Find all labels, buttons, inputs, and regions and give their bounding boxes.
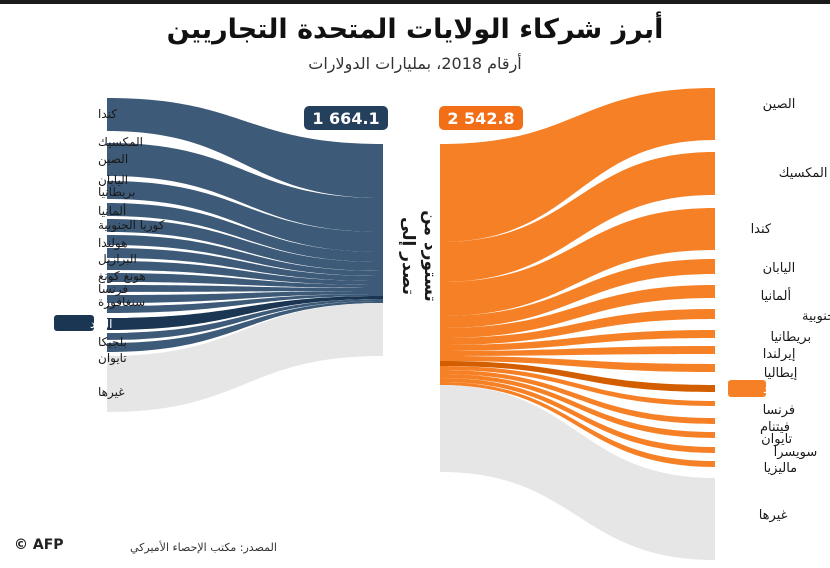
import-total-badge: 2 542.8	[439, 106, 523, 130]
import-partner-label: الصين	[763, 97, 796, 112]
import-partner-label: كندا	[751, 222, 772, 237]
import-band	[440, 382, 715, 467]
import-total: 2 542.8	[447, 109, 514, 128]
import-label-highlight: الهند	[728, 380, 785, 397]
export-partner-label: سنغافورة	[98, 295, 145, 310]
export-partner-label: الصين	[98, 152, 128, 167]
export-partner-label: كوريا الجنوبية	[98, 218, 165, 233]
export-partner-label: المكسيك	[98, 135, 143, 149]
export-partner-label: اليابان	[98, 173, 128, 187]
import-partner-label: إيرلندا	[763, 347, 796, 362]
export-band	[107, 273, 383, 288]
import-band	[440, 88, 715, 242]
export-band	[107, 261, 383, 285]
import-band	[440, 259, 715, 328]
import-partner-label: اليابان	[763, 261, 796, 276]
import-partner-label: إيطاليا	[764, 366, 798, 381]
exports-label: تصدر إلى	[398, 217, 418, 295]
import-partner-label: بريطانيا	[771, 330, 812, 345]
export-partner-label: غيرها	[98, 385, 125, 400]
export-band	[107, 291, 383, 303]
import-partner-label: ماليزيا	[764, 461, 798, 476]
export-partner-label: ألمانيا	[98, 203, 126, 218]
export-total-badge: 1 664.1	[304, 106, 388, 130]
import-band	[440, 385, 715, 560]
top-rule	[0, 0, 830, 4]
import-band	[440, 374, 715, 438]
export-band	[107, 285, 383, 292]
import-band	[440, 285, 715, 338]
export-partner-label: بريطانيا	[98, 185, 135, 200]
import-band	[440, 356, 715, 372]
import-band	[440, 378, 715, 453]
import-partner-label: فرنسا	[763, 403, 796, 418]
import-labels: الصين المكسيك كندا اليابان ألمانيا كوريا الجن…	[728, 97, 830, 523]
import-partner-label: الهند	[763, 382, 785, 396]
import-band	[440, 309, 715, 345]
import-partner-label: ألمانيا	[761, 287, 792, 304]
highlight-chip	[728, 380, 766, 397]
import-partner-label: فيتنام	[760, 420, 790, 435]
export-flows	[107, 98, 383, 412]
import-band	[440, 366, 715, 406]
import-partner-label: غيرها	[759, 508, 788, 523]
export-band	[107, 143, 383, 232]
export-partner-label: كندا	[98, 107, 117, 121]
export-band	[107, 203, 383, 262]
import-partner-label: سويسرا	[774, 445, 818, 460]
export-partner-label: الهند	[90, 317, 112, 331]
export-label-highlight: الهند	[54, 315, 112, 331]
import-band	[440, 330, 715, 351]
import-flows	[440, 88, 715, 560]
export-band	[107, 181, 383, 252]
export-band	[107, 98, 383, 198]
export-partner-label: هونغ كونغ	[98, 269, 146, 284]
import-partner-label: كوريا الجنوبية	[802, 309, 830, 324]
export-band	[107, 248, 383, 281]
import-band	[440, 208, 715, 316]
import-band	[440, 152, 715, 282]
export-band	[107, 294, 383, 313]
export-band	[107, 219, 383, 271]
export-band	[107, 296, 383, 330]
export-partner-label: بلجيكا	[98, 335, 127, 349]
import-partner-label: تايوان	[761, 432, 792, 447]
export-band	[107, 299, 383, 340]
export-band	[107, 303, 383, 412]
page-subtitle: أرقام 2018، بمليارات الدولارات	[308, 54, 522, 73]
export-partner-label: هولندا	[98, 236, 127, 251]
export-band	[107, 235, 383, 276]
afp-logo: © AFP	[14, 537, 64, 553]
import-band	[440, 370, 715, 424]
imports-label: تستورد من	[420, 210, 440, 302]
export-partner-label: تايوان	[98, 351, 127, 366]
import-band	[440, 346, 715, 356]
export-band	[107, 301, 383, 352]
page-title: أبرز شركاء الولايات المتحدة التجاريين	[166, 14, 664, 45]
import-partner-label: المكسيك	[779, 166, 828, 181]
source-note: المصدر: مكتب الإحصاء الأميركي	[130, 541, 277, 554]
import-band	[440, 361, 715, 392]
highlight-chip	[54, 315, 94, 331]
export-total: 1 664.1	[312, 109, 379, 128]
export-partner-label: البرازيل	[98, 252, 137, 267]
export-partner-label: فرنسا	[98, 282, 128, 297]
